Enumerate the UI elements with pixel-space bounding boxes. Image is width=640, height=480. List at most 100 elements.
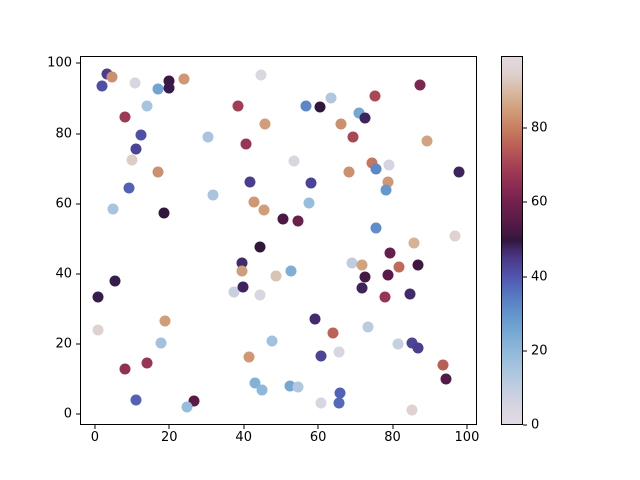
scatter-point (343, 166, 355, 178)
scatter-point (207, 189, 219, 201)
scatter-point (254, 289, 266, 301)
scatter-point (236, 265, 248, 277)
scatter-point (305, 177, 317, 189)
scatter-point (404, 288, 416, 300)
scatter-point (292, 215, 304, 227)
scatter-point (359, 112, 371, 124)
scatter-point (347, 131, 359, 143)
scatter-point (334, 387, 346, 399)
scatter-point (232, 100, 244, 112)
scatter-point (237, 281, 249, 293)
scatter-point (353, 107, 365, 119)
x-tick-mark (317, 425, 319, 429)
colorbar-tick-mark (523, 350, 527, 352)
scatter-point (300, 100, 312, 112)
scatter-point (362, 321, 374, 333)
scatter-point (421, 135, 433, 147)
scatter-point (406, 404, 418, 416)
scatter-point (325, 92, 336, 104)
scatter-point (130, 143, 142, 155)
scatter-point (314, 101, 326, 113)
scatter-point (119, 111, 131, 123)
scatter-point (359, 271, 371, 283)
x-tick-label: 40 (235, 430, 252, 445)
scatter-point (380, 184, 392, 196)
colorbar (501, 56, 523, 425)
colorbar-tick-label: 40 (531, 269, 548, 284)
scatter-point (254, 241, 266, 253)
scatter-point (412, 259, 424, 271)
scatter-point (412, 342, 424, 354)
scatter-point (258, 204, 270, 216)
scatter-point (315, 350, 327, 362)
scatter-point (437, 359, 449, 371)
scatter-point (449, 230, 461, 242)
scatter-point (346, 257, 358, 269)
colorbar-tick-mark (523, 127, 527, 129)
scatter-point (92, 291, 104, 303)
scatter-point (130, 394, 142, 406)
x-tick-mark (94, 425, 96, 429)
x-tick-label: 20 (161, 430, 178, 445)
scatter-point (107, 203, 119, 215)
scatter-point (277, 213, 289, 225)
y-tick-mark (76, 273, 80, 275)
y-tick-label: 0 (63, 406, 72, 422)
y-tick-mark (76, 62, 80, 64)
y-tick-mark (76, 413, 80, 415)
colorbar-tick-label: 60 (531, 194, 548, 210)
scatter-point (309, 313, 321, 325)
scatter-point (155, 337, 167, 349)
scatter-point (414, 79, 426, 91)
x-tick-mark (243, 425, 245, 429)
scatter-point (240, 138, 252, 150)
colorbar-tick-mark (523, 424, 527, 426)
colorbar-tick-mark (523, 276, 527, 277)
y-tick-label: 100 (47, 55, 72, 71)
plot-area (80, 56, 477, 425)
scatter-point (333, 397, 345, 409)
scatter-point (129, 77, 141, 89)
x-tick-label: 100 (454, 430, 480, 445)
scatter-point (366, 157, 378, 169)
scatter-point (243, 351, 255, 363)
y-tick-label: 20 (55, 336, 72, 352)
scatter-point (159, 315, 171, 327)
scatter-point (382, 269, 394, 281)
scatter-point (285, 265, 297, 277)
colorbar-tick-label: 20 (531, 343, 548, 359)
scatter-point (383, 159, 395, 171)
scatter-point (370, 163, 382, 175)
scatter-point (333, 346, 345, 358)
colorbar-tick-label: 80 (531, 120, 548, 136)
scatter-point (202, 131, 214, 143)
x-tick-mark (466, 425, 468, 429)
scatter-point (406, 337, 418, 349)
scatter-point (288, 155, 300, 167)
colorbar-tick-mark (523, 201, 527, 203)
scatter-point (270, 270, 282, 282)
y-tick-mark (76, 133, 80, 135)
scatter-point (236, 257, 248, 269)
scatter-point (123, 182, 135, 194)
scatter-point (163, 75, 175, 87)
scatter-point (393, 261, 405, 273)
scatter-point (96, 80, 108, 92)
scatter-point (356, 259, 368, 271)
x-tick-label: 0 (90, 430, 100, 445)
scatter-point (188, 395, 200, 407)
scatter-point (335, 118, 346, 130)
scatter-point (256, 384, 268, 396)
scatter-point (163, 82, 175, 94)
scatter-point (248, 196, 260, 208)
scatter-point (453, 166, 465, 178)
scatter-point (119, 363, 131, 375)
x-tick-mark (168, 425, 170, 429)
scatter-point (315, 397, 327, 409)
y-tick-label: 80 (55, 126, 72, 142)
scatter-point (178, 73, 190, 85)
scatter-point (228, 286, 240, 298)
scatter-point (244, 176, 256, 188)
scatter-point (135, 129, 147, 141)
scatter-point (327, 327, 339, 339)
